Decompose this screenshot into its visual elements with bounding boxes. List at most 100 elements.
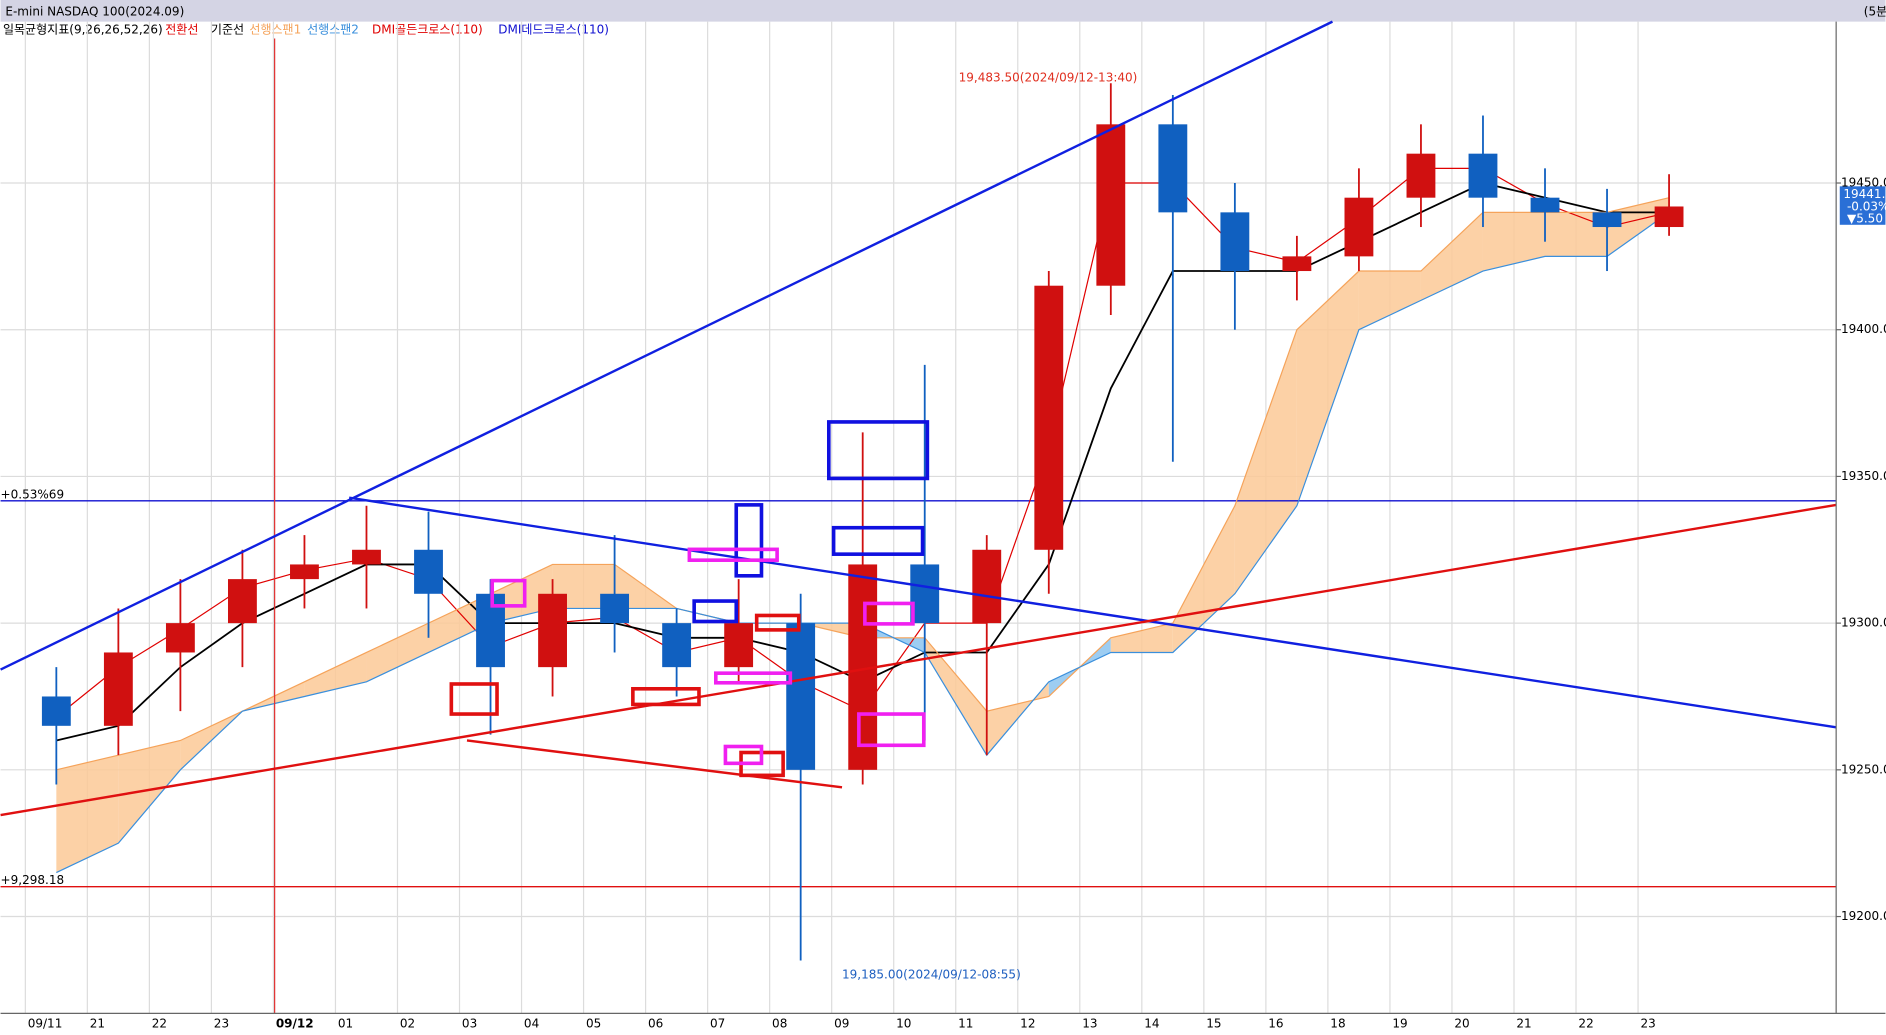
x-tick-label: 23 (214, 1017, 229, 1031)
candle-body (786, 623, 816, 770)
x-tick-label: 01 (338, 1017, 353, 1031)
y-tick-label: 19400.00 (1841, 322, 1886, 336)
candle-body (1592, 212, 1622, 228)
price-label: 19441.75 (1843, 187, 1886, 201)
x-tick-label: 15 (1206, 1017, 1221, 1031)
trend-line (0, 503, 1837, 817)
legend-item: 일목균형지표(9,26,26,52,26) (3, 23, 163, 37)
box (687, 547, 779, 562)
x-tick-label: 19 (1392, 1017, 1407, 1031)
candle-body (1158, 124, 1188, 213)
cloud (118, 740, 181, 844)
cloud (1358, 271, 1421, 330)
candle-body (1468, 153, 1498, 198)
legend-item: 선행스팬1 (249, 22, 301, 37)
candle-body (1344, 197, 1374, 257)
plot-area: +0.53%69 +9,298.18 (0, 21, 1841, 1014)
x-tick-label: 08 (772, 1017, 787, 1031)
horizontal-line-label: +9,298.18 (1, 873, 65, 887)
box (826, 420, 930, 481)
candle-body (1220, 212, 1250, 272)
candle-body (1530, 197, 1560, 213)
legend-item: 선행스팬2 (307, 22, 359, 37)
box (857, 712, 926, 748)
cloud (1172, 505, 1235, 653)
legend-item: DMI골든크로스(110) (372, 23, 483, 37)
candle-body (352, 549, 381, 565)
y-tick-label: 19300.00 (1841, 616, 1886, 630)
x-tick-label: 06 (648, 1017, 663, 1031)
x-tick-label: 09/11 (28, 1017, 63, 1031)
candle-body (41, 696, 71, 726)
annotation: 19,185.00(2024/09/12-08:55) (842, 967, 1021, 981)
candle-body (972, 549, 1002, 624)
trend-line (348, 496, 1837, 729)
y-tick-label: 19250.00 (1841, 762, 1886, 776)
drawings (0, 20, 1837, 1014)
y-tick-label: 19450.00 (1841, 176, 1886, 190)
annotation: 19,483.50(2024/09/12-13:40) (959, 71, 1138, 85)
candle-body (227, 579, 257, 624)
x-tick-label: 11 (958, 1017, 973, 1031)
x-tick-label: 22 (152, 1017, 167, 1031)
x-tick-label: 07 (710, 1017, 725, 1031)
title-bar (0, 0, 1886, 22)
cloud (552, 564, 615, 609)
box (831, 525, 925, 556)
x-tick-label: 21 (1516, 1017, 1531, 1031)
x-tick-label: 12 (1020, 1017, 1035, 1031)
legend-item: 기준선 (211, 23, 244, 37)
x-tick-label: 16 (1268, 1017, 1283, 1031)
chart-title: E-mini NASDAQ 100(2024.09) (5, 5, 184, 19)
candle-body (1406, 153, 1436, 198)
x-tick-label: 23 (1640, 1017, 1655, 1031)
legend-item: 전환선 (165, 23, 198, 37)
x-tick-label: 13 (1082, 1017, 1097, 1031)
box (490, 578, 527, 608)
candle-body (910, 564, 940, 624)
cloud (800, 623, 863, 638)
x-tick-label: 14 (1144, 1017, 1159, 1031)
cloud (924, 637, 987, 756)
candle-body (1654, 206, 1684, 228)
price-change: -0.03% (1847, 199, 1886, 213)
cloud (1545, 212, 1608, 257)
x-tick-label: 10 (896, 1017, 911, 1031)
price-box (1839, 186, 1886, 225)
price-diff: ▼5.50 (1847, 211, 1883, 225)
cloud (1482, 212, 1546, 272)
candle-body (724, 623, 754, 668)
period: (5분) (1864, 5, 1886, 19)
box (754, 613, 801, 632)
candle-body (662, 623, 692, 668)
box (692, 599, 739, 624)
candle-body (414, 549, 443, 594)
box (734, 503, 764, 578)
x-tick-label: 02 (400, 1017, 415, 1031)
box (714, 671, 793, 685)
x-tick-label: 21 (90, 1017, 105, 1031)
box (449, 682, 499, 716)
cloud (366, 623, 429, 682)
x-tick-label: 20 (1454, 1017, 1469, 1031)
candle-body (1282, 256, 1312, 272)
candle-body (290, 564, 319, 580)
box (723, 744, 764, 766)
legend: 일목균형지표(9,26,26,52,26) 전환선 기준선 선행스팬1 선행스팬… (3, 22, 609, 37)
candle-body (538, 593, 567, 668)
x-tick-label: 09/12 (276, 1017, 314, 1031)
x-tick-label: 09 (834, 1017, 849, 1031)
x-tick-label: 04 (524, 1017, 539, 1031)
x-tick-label: 03 (462, 1017, 477, 1031)
y-tick-label: 19200.00 (1841, 909, 1886, 923)
x-tick-label: 18 (1330, 1017, 1345, 1031)
candle-body (600, 593, 630, 624)
cloud (1296, 271, 1359, 506)
x-tick-label: 22 (1578, 1017, 1593, 1031)
trend-line (0, 20, 1334, 671)
cloud (490, 564, 553, 624)
x-tick-label: 05 (586, 1017, 601, 1031)
y-tick-label: 19350.00 (1841, 469, 1886, 483)
